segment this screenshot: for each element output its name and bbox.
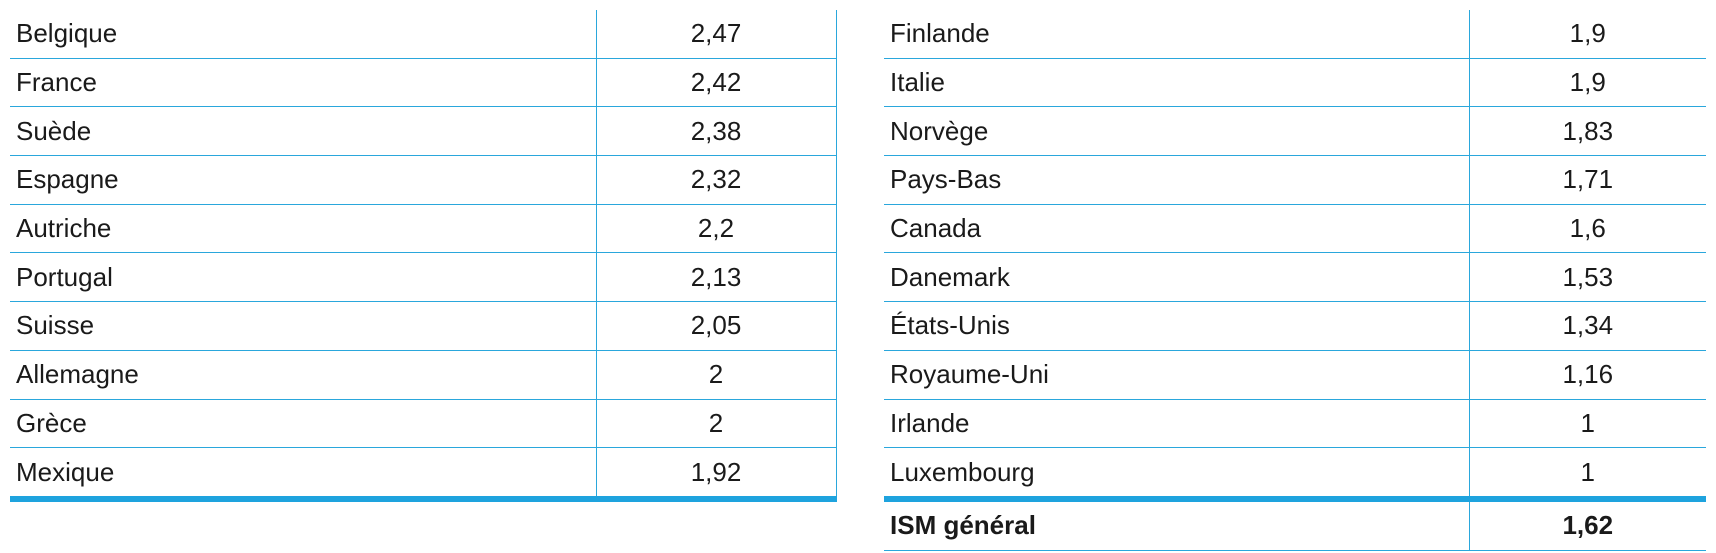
table-row: Portugal 2,13 — [10, 252, 837, 303]
country-name: Irlande — [884, 399, 1469, 449]
country-value: 2,13 — [595, 252, 837, 303]
total-value: 1,62 — [1468, 498, 1706, 551]
table-row: Suède 2,38 — [10, 106, 837, 157]
country-name: Grèce — [10, 399, 596, 449]
total-label: ISM général — [884, 498, 1469, 551]
country-value: 1,92 — [595, 447, 837, 502]
table-row: Finlande 1,9 — [884, 10, 1706, 59]
left-country-table: Belgique 2,47 France 2,42 Suède 2,38 Espagn… — [10, 10, 837, 502]
table-row: Danemark 1,53 — [884, 252, 1706, 303]
country-value: 2,42 — [595, 58, 837, 108]
table-row: Pays-Bas 1,71 — [884, 155, 1706, 205]
right-country-table: Finlande 1,9 Italie 1,9 Norvège 1,83 Pays-B… — [884, 10, 1706, 551]
country-name: Belgique — [10, 10, 596, 59]
country-value: 1,71 — [1468, 155, 1706, 205]
country-name: Suède — [10, 106, 596, 157]
country-name: Danemark — [884, 252, 1469, 303]
country-name: Allemagne — [10, 350, 596, 400]
table-row: Royaume-Uni 1,16 — [884, 350, 1706, 400]
table-row: Belgique 2,47 — [10, 10, 837, 59]
country-name: Italie — [884, 58, 1469, 108]
table-row: Autriche 2,2 — [10, 204, 837, 254]
table-row: Canada 1,6 — [884, 204, 1706, 254]
country-name: Suisse — [10, 301, 596, 351]
country-value: 1,34 — [1468, 301, 1706, 351]
table-row: Luxembourg 1 — [884, 447, 1706, 502]
country-value: 2,05 — [595, 301, 837, 351]
country-value: 2,32 — [595, 155, 837, 205]
country-value: 2 — [595, 350, 837, 400]
country-value: 1,6 — [1468, 204, 1706, 254]
country-value: 2 — [595, 399, 837, 449]
table-row: France 2,42 — [10, 58, 837, 108]
country-name: Mexique — [10, 447, 596, 502]
table-row: Irlande 1 — [884, 399, 1706, 449]
country-name: Espagne — [10, 155, 596, 205]
country-value: 1,83 — [1468, 106, 1706, 157]
country-value: 1,53 — [1468, 252, 1706, 303]
country-name: Royaume-Uni — [884, 350, 1469, 400]
country-value: 2,2 — [595, 204, 837, 254]
table-row: Italie 1,9 — [884, 58, 1706, 108]
country-value: 1,9 — [1468, 58, 1706, 108]
table-row: Grèce 2 — [10, 399, 837, 449]
table-row: Norvège 1,83 — [884, 106, 1706, 157]
table-row: États-Unis 1,34 — [884, 301, 1706, 351]
country-name: Autriche — [10, 204, 596, 254]
table-row: Mexique 1,92 — [10, 447, 837, 502]
country-value: 1,16 — [1468, 350, 1706, 400]
country-value: 2,47 — [595, 10, 837, 59]
country-name: France — [10, 58, 596, 108]
table-row: Suisse 2,05 — [10, 301, 837, 351]
country-name: Portugal — [10, 252, 596, 303]
country-name: États-Unis — [884, 301, 1469, 351]
total-row: ISM général 1,62 — [884, 498, 1706, 551]
country-value: 1 — [1468, 399, 1706, 449]
country-name: Norvège — [884, 106, 1469, 157]
country-name: Finlande — [884, 10, 1469, 59]
country-name: Luxembourg — [884, 447, 1469, 502]
country-value: 2,38 — [595, 106, 837, 157]
country-value: 1,9 — [1468, 10, 1706, 59]
country-name: Pays-Bas — [884, 155, 1469, 205]
table-row: Allemagne 2 — [10, 350, 837, 400]
table-row: Espagne 2,32 — [10, 155, 837, 205]
country-name: Canada — [884, 204, 1469, 254]
country-value: 1 — [1468, 447, 1706, 502]
